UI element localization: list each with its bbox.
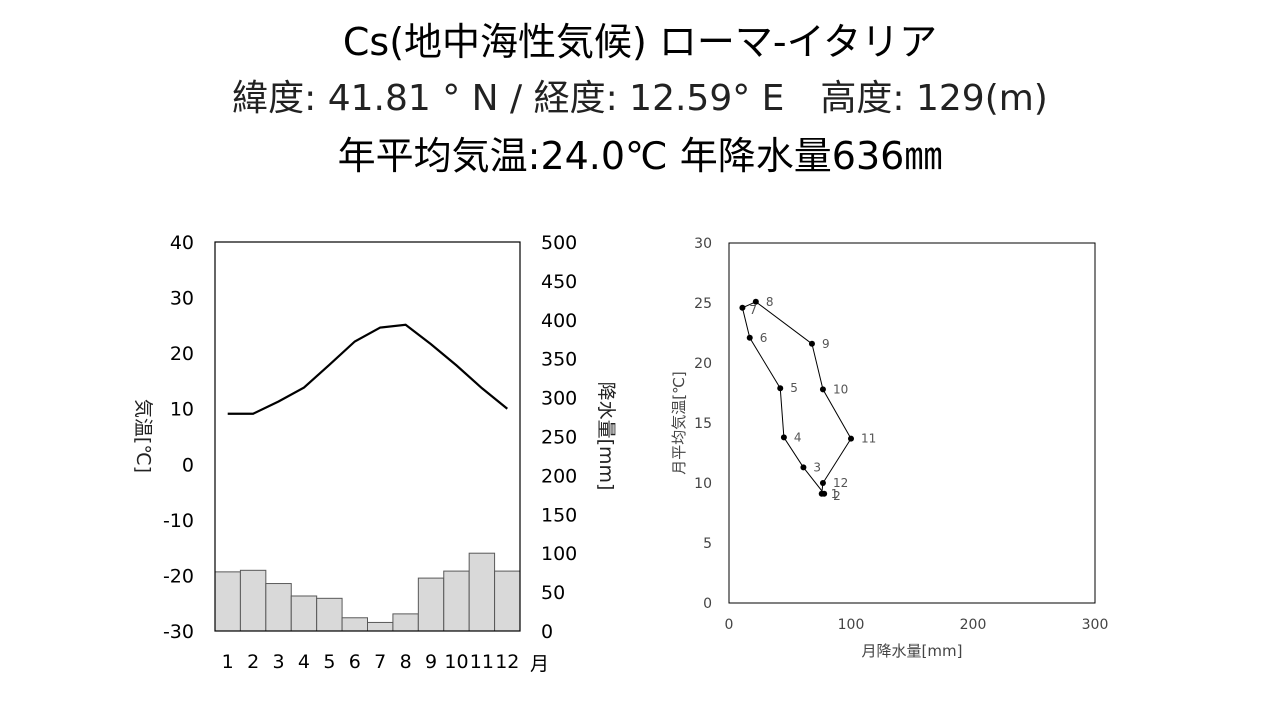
scatter-y-tick-label: 25 xyxy=(694,296,712,312)
right-axis-tick-label: 50 xyxy=(541,582,565,604)
scatter-y-ticks: 0 5 10 15 20 25 30 xyxy=(694,236,712,612)
scatter-x-axis-label: 月降水量[mm] xyxy=(862,642,963,660)
scatter-y-axis-label: 月平均気温[℃] xyxy=(670,371,688,475)
scatter-point xyxy=(739,304,746,311)
scatter-x-tick-label: 100 xyxy=(838,617,865,633)
point-label: 2 xyxy=(833,489,841,503)
right-axis-tick-label: 0 xyxy=(541,621,553,643)
scatter-y-tick-label: 5 xyxy=(703,536,712,552)
left-axis-tick-label: 0 xyxy=(182,454,194,476)
point-label: 9 xyxy=(822,337,830,351)
left-axis-tick-label: 30 xyxy=(170,288,194,310)
scatter-x-tick-label: 0 xyxy=(725,617,734,633)
month-tick-label: 10 xyxy=(444,651,468,673)
scatter-point xyxy=(746,334,753,341)
scatter-point xyxy=(752,298,759,305)
month-tick-label: 4 xyxy=(298,651,310,673)
left-axis-tick-label: 20 xyxy=(170,343,194,365)
month-tick-label: 5 xyxy=(323,651,335,673)
chart-title: Cs(地中海性気候) ローマ-イタリア xyxy=(342,20,938,64)
scatter-y-tick-label: 20 xyxy=(694,356,712,372)
point-label: 11 xyxy=(861,432,876,446)
month-axis-ticks: 1 2 3 4 5 6 7 8 9 10 11 12 xyxy=(222,651,520,673)
scatter-x-tick-label: 300 xyxy=(1082,617,1109,633)
month-tick-label: 12 xyxy=(495,651,519,673)
scatter-point xyxy=(780,434,787,441)
right-axis-tick-label: 450 xyxy=(541,271,577,293)
point-label: 1 xyxy=(831,487,839,501)
scatter-point xyxy=(848,435,854,442)
climate-summary: 年平均気温:24.0℃ 年降水量636㎜ xyxy=(337,134,943,178)
month-tick-label: 3 xyxy=(272,651,284,673)
scatter-y-tick-label: 15 xyxy=(694,416,712,432)
scatter-point xyxy=(819,386,826,393)
point-label: 4 xyxy=(794,430,802,444)
right-axis-tick-label: 100 xyxy=(541,543,577,565)
location-coordinates: 緯度: 41.81 ° N / 経度: 12.59° E 高度: 129(m) xyxy=(232,78,1048,119)
point-label: 8 xyxy=(766,295,774,309)
scatter-y-tick-label: 0 xyxy=(703,596,712,612)
temperature-line xyxy=(227,323,508,415)
scatter-x-tick-label: 200 xyxy=(960,617,987,633)
point-label: 3 xyxy=(813,460,821,474)
month-tick-label: 2 xyxy=(247,651,259,673)
precipitation-bar xyxy=(417,577,445,632)
x-axis-unit-label: 月 xyxy=(530,653,549,675)
scatter-point xyxy=(819,480,826,486)
point-label: 6 xyxy=(760,331,768,345)
precipitation-bars xyxy=(214,552,521,632)
scatter-point xyxy=(777,385,784,392)
month-tick-label: 1 xyxy=(222,651,234,673)
right-axis-tick-label: 500 xyxy=(541,232,577,254)
right-axis-tick-label: 200 xyxy=(541,465,577,487)
left-axis-label: 気温[℃] xyxy=(132,399,154,473)
point-label: 10 xyxy=(833,382,848,396)
left-axis-ticks: 40 30 20 10 0 -10 -20 -30 xyxy=(163,232,194,643)
right-axis-tick-label: 400 xyxy=(541,310,577,332)
month-tick-label: 7 xyxy=(374,651,386,673)
scatter-point xyxy=(800,464,807,471)
precipitation-bar xyxy=(494,570,521,632)
scatter-y-tick-label: 30 xyxy=(694,236,712,252)
right-axis-label: 降水量[mm] xyxy=(595,382,617,491)
right-axis-tick-label: 350 xyxy=(541,349,577,371)
left-axis-tick-label: -20 xyxy=(163,565,194,587)
right-axis-tick-label: 250 xyxy=(541,427,577,449)
month-tick-label: 8 xyxy=(400,651,412,673)
left-axis-tick-label: 40 xyxy=(170,232,194,254)
left-axis-tick-label: 10 xyxy=(170,399,194,421)
month-tick-label: 6 xyxy=(349,651,361,673)
left-axis-tick-label: -10 xyxy=(163,510,194,532)
left-axis-tick-label: -30 xyxy=(163,621,194,643)
point-label: 5 xyxy=(790,381,798,395)
scatter-connecting-line xyxy=(741,301,852,495)
right-axis-tick-label: 300 xyxy=(541,388,577,410)
scatter-x-ticks: 0 100 200 300 xyxy=(725,617,1109,633)
scatter-point xyxy=(821,490,828,497)
scatter-plot-frame xyxy=(728,242,1096,604)
scatter-y-tick-label: 10 xyxy=(694,476,712,492)
month-tick-label: 11 xyxy=(470,651,494,673)
month-tick-label: 9 xyxy=(425,651,437,673)
climograph-plot-frame xyxy=(214,241,521,632)
right-axis-tick-label: 150 xyxy=(541,504,577,526)
point-label: 7 xyxy=(749,303,757,317)
scatter-points xyxy=(739,298,854,497)
scatter-point xyxy=(808,340,815,347)
point-label: 12 xyxy=(833,476,848,490)
